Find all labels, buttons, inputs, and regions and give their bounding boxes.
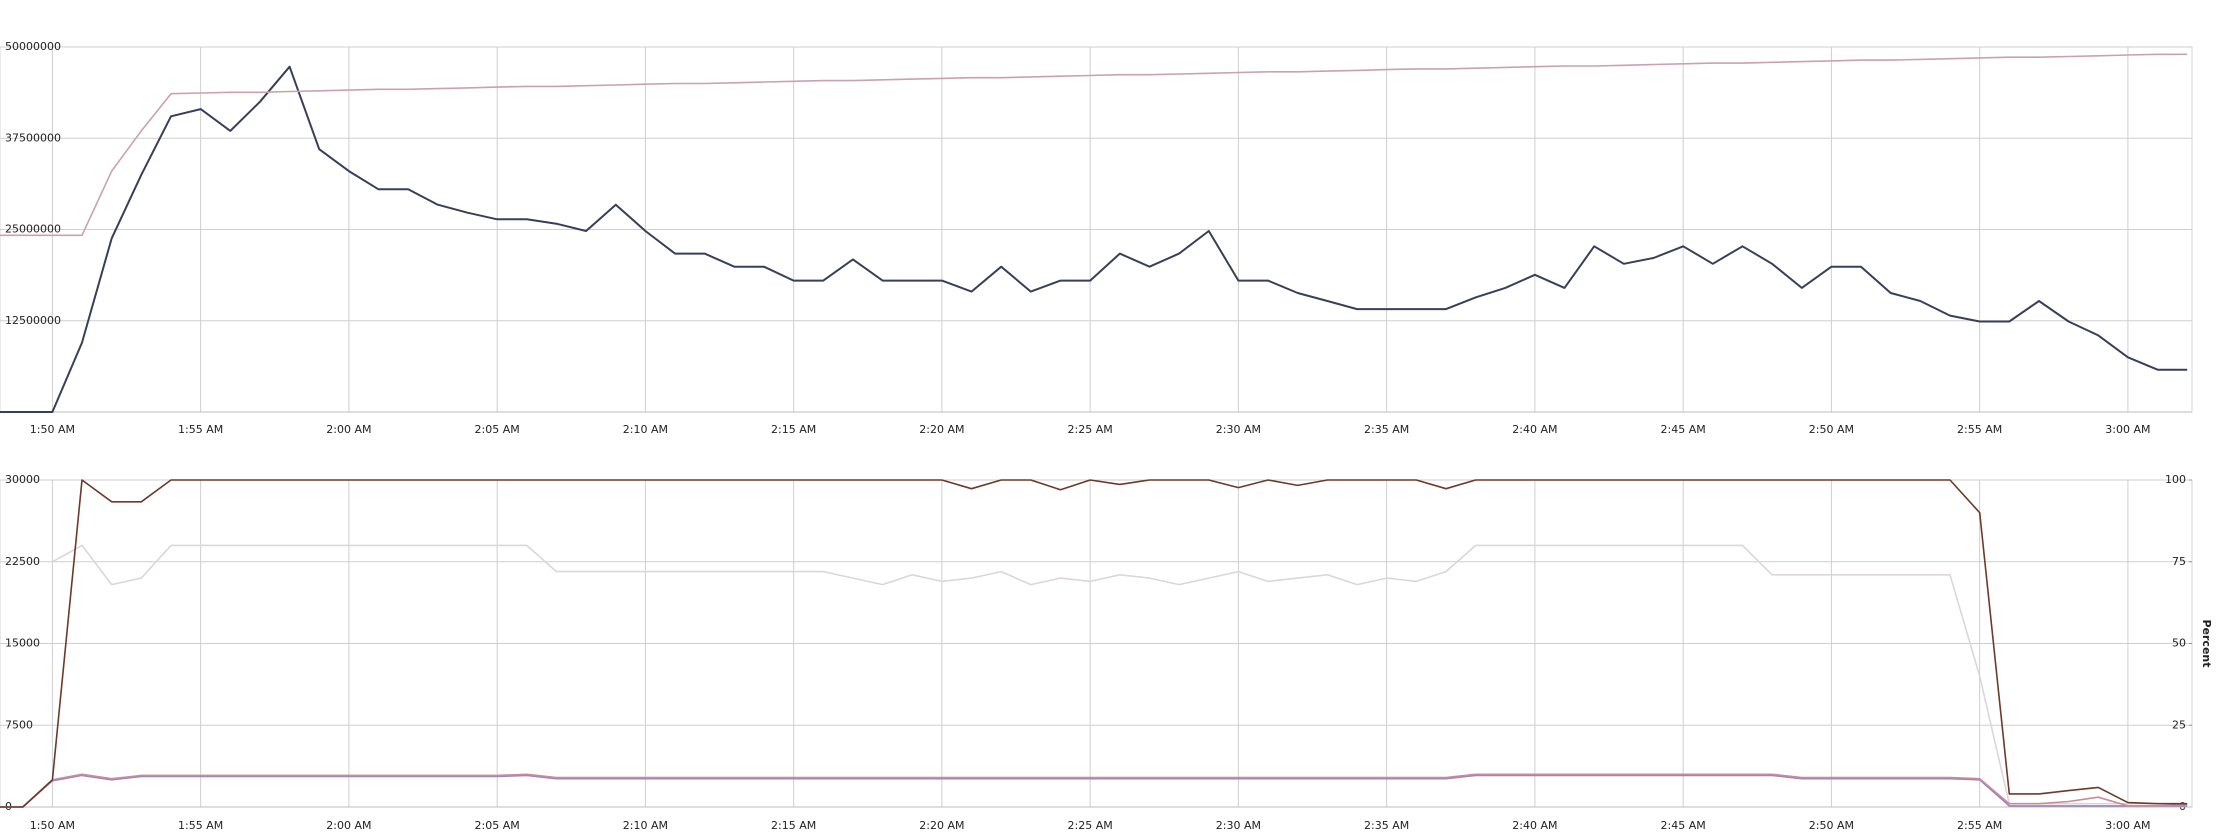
y2-axis-title: Percent xyxy=(2200,619,2213,667)
x-tick-label: 1:55 AM xyxy=(178,423,223,436)
y-tick-label: 12500000 xyxy=(5,314,61,327)
x-tick-label: 2:40 AM xyxy=(1512,819,1557,832)
series-line xyxy=(0,774,2188,808)
x-tick-label: 3:00 AM xyxy=(2105,819,2150,832)
x-tick-label: 2:05 AM xyxy=(475,819,520,832)
y2-tick-label: 100 xyxy=(2165,473,2186,486)
y-tick-label: 25000000 xyxy=(5,223,61,236)
x-tick-label: 2:10 AM xyxy=(623,819,668,832)
x-tick-label: 2:20 AM xyxy=(919,423,964,436)
x-tick-label: 1:55 AM xyxy=(178,819,223,832)
y2-tick-label: 50 xyxy=(2172,637,2186,650)
x-tick-label: 2:30 AM xyxy=(1216,423,1261,436)
series-line xyxy=(52,544,2188,805)
x-tick-label: 2:40 AM xyxy=(1512,423,1557,436)
x-tick-label: 2:35 AM xyxy=(1364,423,1409,436)
x-tick-label: 2:25 AM xyxy=(1068,423,1113,436)
x-tick-label: 2:20 AM xyxy=(919,819,964,832)
y-tick-label: 22500 xyxy=(5,555,40,568)
x-tick-label: 2:35 AM xyxy=(1364,819,1409,832)
series-line xyxy=(0,479,2188,808)
x-tick-label: 1:50 AM xyxy=(30,423,75,436)
x-tick-label: 2:00 AM xyxy=(326,819,371,832)
x-tick-label: 2:00 AM xyxy=(326,423,371,436)
y-tick-label: 30000 xyxy=(5,473,40,486)
x-tick-label: 2:15 AM xyxy=(771,423,816,436)
x-tick-label: 2:25 AM xyxy=(1068,819,1113,832)
x-tick-label: 3:00 AM xyxy=(2105,423,2150,436)
x-tick-label: 1:50 AM xyxy=(30,819,75,832)
x-tick-label: 2:55 AM xyxy=(1957,819,2002,832)
y-tick-label: 37500000 xyxy=(5,131,61,144)
y2-tick-label: 75 xyxy=(2172,555,2186,568)
x-tick-label: 2:50 AM xyxy=(1809,819,1854,832)
x-tick-label: 2:10 AM xyxy=(623,423,668,436)
y2-tick-label: 25 xyxy=(2172,718,2186,731)
series-line xyxy=(0,773,2188,808)
series-line xyxy=(0,53,2188,237)
x-tick-label: 2:05 AM xyxy=(475,423,520,436)
y-tick-label: 7500 xyxy=(5,718,33,731)
x-tick-label: 2:50 AM xyxy=(1809,423,1854,436)
x-tick-label: 2:45 AM xyxy=(1661,819,1706,832)
x-tick-label: 2:55 AM xyxy=(1957,423,2002,436)
y-tick-label: 15000 xyxy=(5,637,40,650)
series-line xyxy=(0,65,2188,413)
x-tick-label: 2:45 AM xyxy=(1661,423,1706,436)
y-tick-label: 50000000 xyxy=(5,40,61,53)
x-tick-label: 2:30 AM xyxy=(1216,819,1261,832)
x-tick-label: 2:15 AM xyxy=(771,819,816,832)
